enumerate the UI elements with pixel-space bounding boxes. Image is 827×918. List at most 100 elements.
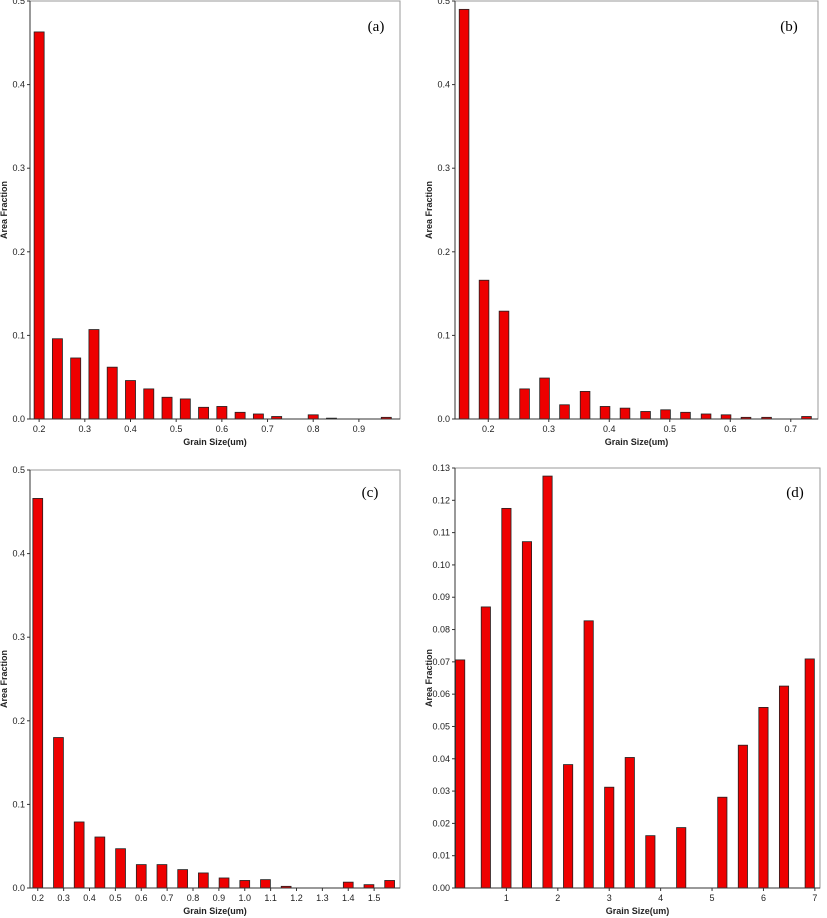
bar bbox=[384, 880, 395, 889]
y-tick-label: 0.4 bbox=[437, 80, 450, 90]
x-tick-label: 0.4 bbox=[603, 424, 616, 434]
x-tick-label: 0.9 bbox=[353, 424, 366, 434]
bar bbox=[539, 377, 550, 420]
panel-label: (a) bbox=[368, 19, 385, 35]
y-tick-label: 0.3 bbox=[437, 163, 450, 173]
x-tick-label: 0.3 bbox=[57, 893, 70, 903]
bar bbox=[252, 413, 264, 420]
bar bbox=[216, 406, 228, 420]
y-tick-label: 0.1 bbox=[12, 330, 25, 340]
x-tick-label: 2 bbox=[555, 893, 560, 903]
y-tick-label: 0.08 bbox=[432, 625, 450, 635]
bar bbox=[161, 396, 173, 420]
bar bbox=[680, 411, 691, 420]
bar bbox=[143, 388, 155, 420]
x-tick-label: 0.3 bbox=[79, 424, 92, 434]
bar bbox=[604, 786, 615, 889]
bar bbox=[599, 406, 611, 420]
bar bbox=[33, 31, 45, 420]
x-tick-label: 0.3 bbox=[543, 424, 556, 434]
y-tick-label: 0.03 bbox=[432, 786, 450, 796]
bar bbox=[619, 407, 631, 420]
bar bbox=[73, 821, 85, 889]
x-tick-label: 4 bbox=[658, 893, 663, 903]
bar bbox=[234, 411, 246, 420]
x-tick-label: 0.6 bbox=[135, 893, 148, 903]
x-tick-label: 0.4 bbox=[83, 893, 96, 903]
y-tick-label: 0.5 bbox=[12, 465, 25, 475]
y-tick-label: 0.4 bbox=[12, 549, 25, 559]
y-tick-label: 0.5 bbox=[12, 0, 25, 6]
y-tick-label: 0.0 bbox=[12, 414, 25, 424]
bar bbox=[676, 827, 687, 889]
bar bbox=[342, 881, 354, 889]
x-tick-label: 0.7 bbox=[261, 424, 274, 434]
x-tick-label: 0.6 bbox=[216, 424, 229, 434]
y-tick-label: 0.0 bbox=[437, 414, 450, 424]
bar bbox=[519, 388, 530, 420]
bar bbox=[455, 659, 466, 889]
x-tick-label: 0.8 bbox=[187, 893, 200, 903]
bar bbox=[624, 757, 635, 889]
y-tick-label: 0.1 bbox=[437, 330, 450, 340]
panel-d: 0.00 0.01 0.02 0.03 0.04 0.05 0.06 0.07 0.08 0.09… bbox=[424, 463, 821, 916]
panel-b: 0.0 0.1 0.2 0.3 0.4 0.5 0.2 0.3 0.4 0.5 0.6 0.7 Grai… bbox=[424, 0, 819, 447]
x-axis-label: Grain Size(um) bbox=[183, 437, 247, 447]
x-tick-label: 0.2 bbox=[32, 893, 45, 903]
x-tick-label: 1.0 bbox=[238, 893, 251, 903]
y-tick-label: 0.2 bbox=[12, 247, 25, 257]
x-tick-label: 1.4 bbox=[342, 893, 355, 903]
y-tick-label: 0.04 bbox=[432, 754, 450, 764]
bar bbox=[501, 507, 512, 889]
panel-label: (c) bbox=[362, 485, 379, 501]
plot-frame bbox=[29, 0, 401, 420]
panel-label: (b) bbox=[780, 19, 798, 35]
y-tick-label: 0.11 bbox=[433, 528, 450, 538]
bar bbox=[177, 869, 188, 889]
y-axis-label: Area Fraction bbox=[424, 181, 434, 239]
bar bbox=[458, 8, 470, 420]
x-tick-label: 0.5 bbox=[664, 424, 677, 434]
y-tick-label: 0.07 bbox=[432, 657, 450, 667]
y-tick-label: 0.00 bbox=[432, 883, 450, 893]
x-tick-label: 3 bbox=[607, 893, 612, 903]
x-axis-label: Grain Size(um) bbox=[606, 906, 670, 916]
x-tick-label: 0.2 bbox=[33, 424, 46, 434]
x-tick-label: 1 bbox=[504, 893, 509, 903]
bar bbox=[640, 411, 651, 420]
panel-a: 0.0 0.1 0.2 0.3 0.4 0.5 0.2 0.3 0.4 0.5 0.6 0.7 0.8 0… bbox=[0, 0, 401, 447]
x-tick-label: 0.4 bbox=[124, 424, 137, 434]
plot-frame bbox=[29, 469, 401, 889]
y-tick-label: 0.10 bbox=[432, 560, 450, 570]
bar bbox=[700, 413, 712, 420]
x-tick-label: 0.6 bbox=[724, 424, 737, 434]
bar bbox=[758, 707, 769, 889]
bar bbox=[135, 864, 147, 889]
bar bbox=[559, 404, 570, 420]
y-tick-label: 0.05 bbox=[432, 721, 450, 731]
bar bbox=[717, 796, 728, 889]
plot-frame bbox=[454, 0, 819, 420]
y-tick-label: 0.06 bbox=[432, 689, 450, 699]
bar bbox=[156, 864, 168, 889]
x-tick-label: 7 bbox=[812, 893, 817, 903]
y-tick-label: 0.3 bbox=[12, 163, 25, 173]
bar bbox=[94, 836, 106, 889]
x-tick-label: 0.9 bbox=[213, 893, 226, 903]
bar bbox=[498, 310, 510, 420]
bar bbox=[363, 884, 375, 889]
x-axis-label: Grain Size(um) bbox=[605, 437, 669, 447]
y-tick-label: 0.12 bbox=[432, 495, 450, 505]
bar bbox=[583, 620, 594, 889]
bar bbox=[53, 737, 64, 889]
x-tick-label: 6 bbox=[761, 893, 766, 903]
bar bbox=[32, 498, 44, 889]
x-tick-label: 1.3 bbox=[316, 893, 329, 903]
bar bbox=[88, 329, 100, 420]
bar bbox=[198, 406, 210, 420]
x-tick-label: 0.5 bbox=[170, 424, 183, 434]
y-axis-label: Area Fraction bbox=[424, 649, 434, 707]
bar bbox=[239, 880, 251, 889]
x-tick-label: 0.5 bbox=[109, 893, 122, 903]
y-tick-label: 0.13 bbox=[432, 463, 450, 473]
